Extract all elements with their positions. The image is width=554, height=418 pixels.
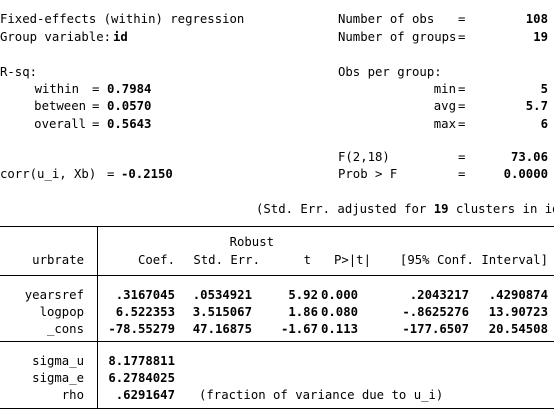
group-var-label: Group variable:: [0, 30, 112, 44]
sigma-u-label: sigma_u: [32, 354, 84, 368]
row-t: 5.92: [288, 288, 318, 302]
col-coef-header: Coef.: [137, 253, 175, 267]
sigma-e-value: 6.2784025: [108, 371, 175, 385]
col-ci-header: [95% Conf. Interval]: [399, 253, 548, 267]
ngroups-label: Number of groups: [338, 30, 457, 44]
row-coef: .3167045: [115, 288, 175, 302]
se-note-prefix: (Std. Err. adjusted for: [256, 202, 427, 216]
se-note: (Std. Err. adjusted for 19 clusters in i…: [256, 202, 554, 217]
overall-value: 0.5643: [107, 117, 152, 131]
max-value: 6: [540, 117, 548, 131]
table-top-rule: [0, 226, 554, 227]
between-value: 0.0570: [107, 99, 152, 113]
nobs-value: 108: [525, 12, 548, 26]
prob-f-value: 0.0000: [503, 167, 548, 181]
row-ci-upper: 13.90723: [488, 305, 548, 319]
row-se: 3.515067: [192, 305, 252, 319]
row-varname: logpop: [39, 305, 84, 319]
se-note-count: 19: [433, 202, 449, 216]
table-header-rule: [0, 275, 554, 276]
nobs-label: Number of obs: [338, 12, 435, 26]
row-ci-upper: .4290874: [488, 288, 548, 302]
equals-sign: =: [458, 167, 466, 181]
avg-value: 5.7: [525, 99, 548, 113]
model-title: Fixed-effects (within) regression: [0, 12, 245, 26]
f-stat-label: F(2,18): [338, 150, 390, 164]
obs-per-group-label: Obs per group:: [338, 65, 442, 79]
equals-sign: =: [458, 150, 466, 164]
row-ci-upper: 20.54508: [488, 322, 548, 336]
row-se: .0534921: [192, 288, 252, 302]
avg-label: avg: [433, 99, 456, 113]
corr-label: corr(u_i, Xb): [0, 167, 97, 181]
sigma-e-label: sigma_e: [32, 371, 84, 385]
row-ci-lower: -177.6507: [402, 322, 469, 336]
col-se-header-line1: Robust: [229, 235, 274, 249]
row-varname: yearsref: [24, 288, 84, 302]
table-column-divider: [97, 226, 98, 409]
equals-sign: =: [458, 99, 466, 113]
equals-sign: =: [458, 30, 466, 44]
equals-sign: =: [458, 12, 466, 26]
sigma-u-value: 8.1778811: [108, 354, 175, 368]
corr-value: -0.2150: [121, 167, 173, 181]
row-se: 47.16875: [192, 322, 252, 336]
min-value: 5: [540, 82, 548, 96]
col-t-header: t: [303, 253, 311, 267]
equals-sign: =: [92, 99, 100, 113]
row-ci-lower: .2043217: [409, 288, 469, 302]
row-t: 1.86: [288, 305, 318, 319]
group-var-value: id: [113, 30, 128, 44]
row-p: 0.000: [321, 288, 359, 302]
equals-sign: =: [92, 117, 100, 131]
row-t: -1.67: [280, 322, 318, 336]
rho-value: .6291647: [115, 388, 175, 402]
max-label: max: [433, 117, 456, 131]
row-coef: -78.55279: [108, 322, 175, 336]
table-sigma-rule: [0, 341, 554, 342]
row-coef: 6.522353: [115, 305, 175, 319]
table-bottom-rule: [0, 408, 554, 409]
within-value: 0.7984: [107, 82, 152, 96]
equals-sign: =: [92, 82, 100, 96]
col-p-header: P>|t|: [333, 253, 371, 267]
within-label: within: [34, 82, 79, 96]
row-varname: _cons: [46, 322, 84, 336]
min-label: min: [433, 82, 456, 96]
row-ci-lower: -.8625276: [402, 305, 469, 319]
equals-sign: =: [458, 82, 466, 96]
row-p: 0.113: [321, 322, 359, 336]
f-stat-value: 73.06: [510, 150, 548, 164]
ngroups-value: 19: [533, 30, 548, 44]
rho-note: (fraction of variance due to u_i): [199, 388, 444, 402]
rho-label: rho: [61, 388, 84, 402]
depvar-label: urbrate: [32, 253, 84, 267]
se-note-suffix: clusters in id): [455, 202, 554, 216]
row-p: 0.080: [321, 305, 359, 319]
equals-sign: =: [107, 167, 115, 181]
prob-f-label: Prob > F: [338, 167, 398, 181]
rsq-label: R-sq:: [0, 65, 38, 79]
equals-sign: =: [458, 117, 466, 131]
between-label: between: [34, 99, 86, 113]
col-se-header-line2: Std. Err.: [193, 253, 260, 267]
overall-label: overall: [34, 117, 86, 131]
